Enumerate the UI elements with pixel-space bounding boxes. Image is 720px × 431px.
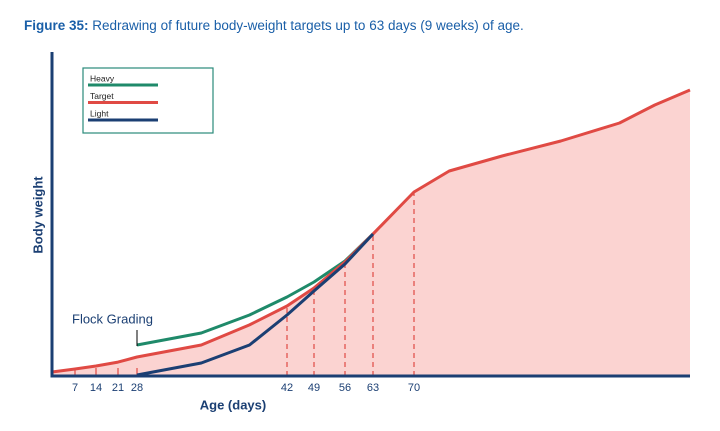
legend-label: Light (90, 108, 109, 118)
x-tick-label: 21 (112, 382, 124, 394)
target-area (52, 90, 690, 376)
x-tick-label: 7 (72, 382, 78, 394)
title-text: Redrawing of future body-weight targets … (92, 18, 524, 33)
chart-title: Figure 35: Redrawing of future body-weig… (24, 18, 524, 33)
figure-label: Figure 35: (24, 18, 89, 33)
annotation: Flock Grading (72, 311, 153, 326)
legend-box (82, 67, 214, 134)
x-tick-label: 63 (367, 382, 379, 394)
y-axis-label: Body weight (30, 176, 45, 254)
x-tick-label: 14 (90, 382, 102, 394)
x-tick-label: 42 (281, 382, 293, 394)
legend-label: Heavy (90, 73, 115, 83)
x-axis-label: Age (days) (200, 397, 266, 412)
legend-label: Target (90, 91, 114, 101)
x-tick-label: 49 (308, 382, 320, 394)
x-tick-label: 70 (408, 382, 420, 394)
x-tick-label: 28 (131, 382, 143, 394)
x-tick-label: 56 (339, 382, 351, 394)
series-line (136, 232, 375, 377)
